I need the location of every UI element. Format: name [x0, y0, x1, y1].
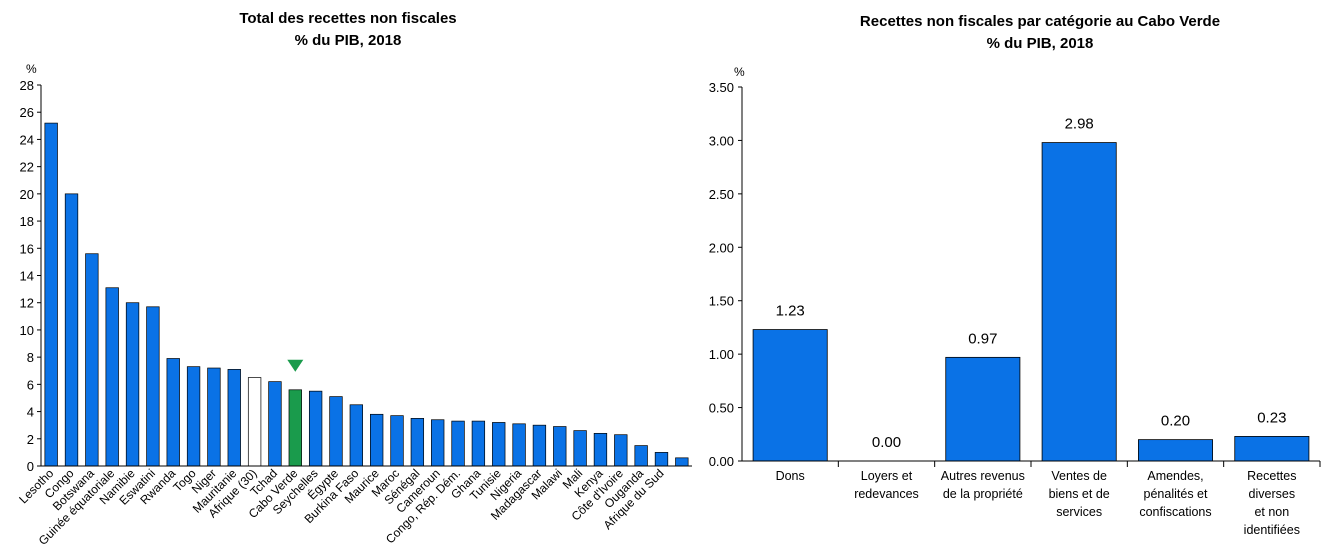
right-data-label-ventes-de-biens-et-de-services: 2.98	[1065, 116, 1094, 133]
right-bar-dons	[752, 329, 828, 462]
left-y-tick-label: 2	[27, 432, 34, 447]
right-y-tick-label: 1.00	[709, 347, 734, 362]
right-category-label: Autres revenus	[941, 469, 1025, 483]
right-y-tick-label: 0.00	[709, 454, 734, 469]
left-y-tick-label: 16	[20, 241, 34, 256]
left-bar-tunisie	[492, 422, 506, 467]
right-category-label: services	[1056, 505, 1102, 519]
left-bar-ghana	[471, 420, 486, 467]
right-y-tick-label: 0.50	[709, 401, 734, 416]
left-y-tick-label: 20	[20, 187, 34, 202]
left-bar-rwanda	[166, 358, 180, 467]
left-bar-botswana	[85, 253, 99, 467]
left-bar-cote-d-ivoire	[614, 434, 628, 467]
left-bar-eswatini	[146, 306, 160, 467]
left-y-tick-label: 26	[20, 105, 34, 120]
left-y-tick-label: 24	[20, 132, 34, 147]
left-bar-mali	[573, 430, 587, 467]
left-bar-afrique-30	[247, 377, 262, 467]
right-category-label: Ventes de	[1051, 469, 1107, 483]
left-bar-kenya	[593, 432, 608, 467]
left-bar-namibie	[125, 302, 140, 467]
right-category-label: de la propriété	[943, 487, 1023, 501]
left-bar-congo-rep-dem	[451, 420, 465, 467]
right-category-label: redevances	[854, 487, 919, 501]
left-bar-senegal	[410, 418, 425, 467]
left-bar-madagascar	[532, 424, 547, 467]
right-category-label: Recettes	[1247, 469, 1296, 483]
left-y-unit-label: %	[26, 62, 37, 76]
left-bar-tchad	[268, 381, 282, 467]
left-y-tick-label: 12	[20, 296, 34, 311]
right-data-label-autres-revenus-de-la-propriete: 0.97	[968, 330, 997, 347]
left-bar-afrique-du-sud	[654, 452, 669, 467]
right-bar-recettes-diverses-et-non-identifiees	[1234, 436, 1310, 462]
left-bar-nigeria	[512, 423, 526, 467]
left-bar-maroc	[390, 415, 404, 467]
left-bar-lesotho	[44, 122, 58, 467]
right-category-label: diverses	[1249, 487, 1296, 501]
left-bar-seychelles	[308, 390, 323, 467]
left-y-tick-label: 0	[27, 459, 34, 474]
right-bar-amendes-penalites-et-confiscations	[1138, 439, 1213, 462]
right-category-label: pénalités et	[1144, 487, 1208, 501]
left-chart-title: Total des recettes non fiscales	[239, 10, 456, 27]
left-y-tick-label: 6	[27, 377, 34, 392]
right-y-tick-label: 2.00	[709, 240, 734, 255]
left-bar-cameroun	[431, 419, 445, 467]
left-bar-maurice	[370, 413, 384, 467]
right-category-label: Amendes,	[1147, 469, 1203, 483]
right-bar-ventes-de-biens-et-de-services	[1041, 142, 1117, 462]
left-bar-burkina-faso	[349, 404, 363, 467]
left-bar-malawi	[553, 426, 567, 467]
left-y-tick-label: 22	[20, 160, 34, 175]
left-chart-plot: 0246810121416182022242628LesothoCongoBot…	[16, 78, 692, 548]
left-y-tick-label: 14	[20, 269, 34, 284]
left-y-tick-label: 10	[20, 323, 34, 338]
right-category-label: identifiées	[1244, 523, 1300, 537]
right-y-tick-label: 3.00	[709, 133, 734, 148]
left-bar-item-31	[675, 457, 689, 467]
left-bar-cabo-verde	[288, 389, 302, 467]
left-bar-mauritanie	[227, 369, 241, 467]
right-chart-plot: 0.00 0.50 1.00 1.50 2.00 2.50 3.00 3.50 1.23 Dons…	[709, 80, 1321, 537]
left-chart-subtitle: % du PIB, 2018	[295, 32, 402, 49]
left-bar-ouganda	[634, 445, 648, 467]
left-y-tick-label: 28	[20, 78, 34, 93]
left-bar-congo	[64, 193, 79, 467]
right-y-unit-label: %	[734, 65, 745, 79]
left-bar-egypte	[329, 396, 343, 467]
right-bar-autres-revenus-de-la-propriete	[945, 356, 1021, 462]
cabo-verde-marker-icon	[287, 359, 304, 372]
right-y-tick-label: 3.50	[709, 80, 734, 95]
left-y-tick-label: 8	[27, 350, 34, 365]
right-y-tick-label: 2.50	[709, 187, 734, 202]
left-bar-niger	[207, 367, 221, 467]
left-bar-guinee-equatoriale	[105, 287, 119, 467]
right-category-label: confiscations	[1139, 505, 1211, 519]
right-chart-subtitle: % du PIB, 2018	[987, 35, 1094, 52]
right-data-label-amendes-penalites-et-confiscations: 0.20	[1161, 413, 1190, 430]
right-category-label: Loyers et	[861, 469, 913, 483]
right-chart-title: Recettes non fiscales par catégorie au C…	[860, 13, 1220, 30]
right-y-tick-label: 1.50	[709, 294, 734, 309]
right-data-label-recettes-diverses-et-non-identifiees: 0.23	[1257, 409, 1286, 426]
left-y-tick-label: 18	[20, 214, 34, 229]
right-category-label: et non	[1254, 505, 1289, 519]
right-category-label: Dons	[776, 469, 805, 483]
left-y-tick-label: 4	[27, 405, 34, 420]
right-category-label: biens et de	[1049, 487, 1110, 501]
right-data-label-dons: 1.23	[776, 303, 805, 320]
right-data-label-loyers-et-redevances: 0.00	[872, 434, 901, 451]
left-bar-togo	[186, 366, 201, 467]
